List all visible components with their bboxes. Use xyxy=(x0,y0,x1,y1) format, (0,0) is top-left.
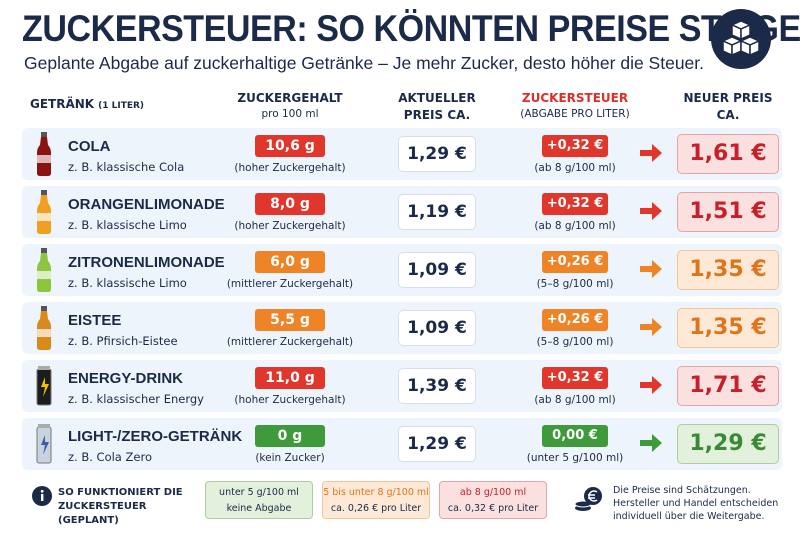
tier-note: keine Abgabe xyxy=(226,503,292,514)
sugar-badge: 5,5 g xyxy=(255,309,325,331)
column-title: ZUCKERSTEUER xyxy=(521,91,629,105)
price-box: 1,39 € xyxy=(398,368,476,404)
sugar-badge: 8,0 g xyxy=(255,193,325,215)
tax-note: (5–8 g/100 ml) xyxy=(536,336,614,348)
arrow xyxy=(640,144,662,162)
sugar-badge: 6,0 g xyxy=(255,251,325,273)
sugar-note: (mittlerer Zuckergehalt) xyxy=(226,336,354,348)
drink-desc: z. B. klassische Cola xyxy=(68,160,185,174)
tax-badge: +0,32 € xyxy=(542,367,608,389)
drink-name: ZITRONENLIMONADE xyxy=(68,254,225,271)
price-box: 1,29 € xyxy=(398,426,476,462)
tax-badge: +0,32 € xyxy=(542,193,608,215)
column-title: ZUCKERGEHALT xyxy=(237,91,343,105)
column-note: PREIS CA. xyxy=(403,108,471,122)
disclaimer: Die Preise sind Schätzungen. Hersteller … xyxy=(613,485,779,522)
sugar-note: (mittlerer Zuckergehalt) xyxy=(226,278,354,290)
sugar-note: (hoher Zuckergehalt) xyxy=(234,394,346,406)
arrow xyxy=(640,202,662,220)
drink-desc: z. B. klassische Limo xyxy=(68,218,187,232)
drink-name: EISTEE xyxy=(68,312,122,329)
tier-note: ca. 0,32 € pro Liter xyxy=(447,503,539,514)
tax-note: (ab 8 g/100 ml) xyxy=(534,162,616,174)
column-title: GETRÄNK xyxy=(30,97,95,111)
drink-name: ORANGENLIMONADE xyxy=(68,196,225,213)
tax-note: (ab 8 g/100 ml) xyxy=(534,394,616,406)
drink-icon xyxy=(37,306,51,350)
price-box: 1,09 € xyxy=(398,310,476,346)
arrow xyxy=(640,260,662,278)
new-price-box: 1,61 € xyxy=(677,134,779,174)
arrow xyxy=(640,434,662,452)
tax-note: (unter 5 g/100 ml) xyxy=(526,452,624,464)
new-price-box: 1,35 € xyxy=(677,250,779,290)
sugar-note: (kein Zucker) xyxy=(255,452,325,464)
price-box: 1,19 € xyxy=(398,194,476,230)
price-box: 1,09 € xyxy=(398,252,476,288)
tax-badge: 0,00 € xyxy=(542,425,608,447)
drink-icon xyxy=(36,424,52,464)
tax-note: (5–8 g/100 ml) xyxy=(536,278,614,290)
new-price-box: 1,71 € xyxy=(677,366,779,406)
tier-note: ca. 0,26 € pro Liter xyxy=(330,503,422,514)
arrow xyxy=(640,376,662,394)
tier-box: unter 5 g/100 ml keine Abgabe xyxy=(205,481,313,519)
drink-desc: z. B. Pfirsich-Eistee xyxy=(68,334,178,348)
column-note: pro 100 ml xyxy=(261,108,319,120)
title: ZUCKERSTEUER: SO KÖNNTEN PREISE STEIGEN xyxy=(22,8,800,49)
column-title: AKTUELLER xyxy=(398,91,476,105)
subtitle: Geplante Abgabe auf zuckerhaltige Geträn… xyxy=(24,53,705,73)
tax-badge: +0,32 € xyxy=(542,135,608,157)
drink-name: ENERGY-DRINK xyxy=(68,370,184,387)
tax-badge: +0,26 € xyxy=(542,251,608,273)
tier-box: 5 bis unter 8 g/100 ml ca. 0,26 € pro Lit… xyxy=(322,481,430,519)
drink-desc: z. B. klassische Limo xyxy=(68,276,187,290)
drink-desc: z. B. Cola Zero xyxy=(68,450,152,464)
column-title: NEUER PREIS xyxy=(683,91,773,105)
tier-box: ab 8 g/100 ml ca. 0,32 € pro Liter xyxy=(439,481,547,519)
drink-icon xyxy=(37,190,51,234)
new-price-box: 1,51 € xyxy=(677,192,779,232)
column-note: (1 LITER) xyxy=(98,101,145,111)
new-price-box: 1,35 € xyxy=(677,308,779,348)
price-box: 1,29 € xyxy=(398,136,476,172)
column-note: (ABGABE PRO LITER) xyxy=(520,108,630,120)
sugar-note: (hoher Zuckergehalt) xyxy=(234,220,346,232)
sugar-badge: 0 g xyxy=(255,425,325,447)
drink-icon xyxy=(36,366,52,406)
drink-name: COLA xyxy=(68,138,111,155)
sugar-badge: 10,6 g xyxy=(255,135,325,157)
coin-icon xyxy=(574,487,602,511)
drink-name: LIGHT-/ZERO-GETRÄNK xyxy=(68,428,243,445)
tax-note: (ab 8 g/100 ml) xyxy=(534,220,616,232)
new-price-box: 1,29 € xyxy=(677,424,779,464)
tax-badge: +0,26 € xyxy=(542,309,608,331)
sugar-badge: 11,0 g xyxy=(255,367,325,389)
sugar-note: (hoher Zuckergehalt) xyxy=(234,162,346,174)
info-text: SO FUNKTIONIERT DIE ZUCKERSTEUER (GEPLAN… xyxy=(58,487,183,526)
tier-range: ab 8 g/100 ml xyxy=(459,487,527,498)
drink-icon xyxy=(37,132,51,176)
tier-range: unter 5 g/100 ml xyxy=(219,487,299,498)
tier-range: 5 bis unter 8 g/100 ml xyxy=(323,487,429,498)
sugar-icon xyxy=(711,9,771,69)
drink-icon xyxy=(37,248,51,292)
arrow xyxy=(640,318,662,336)
drink-desc: z. B. klassischer Energy xyxy=(68,392,204,406)
column-note: CA. xyxy=(716,108,740,122)
info-icon xyxy=(32,486,52,506)
column-header: GETRÄNK (1 LITER) xyxy=(30,97,144,111)
